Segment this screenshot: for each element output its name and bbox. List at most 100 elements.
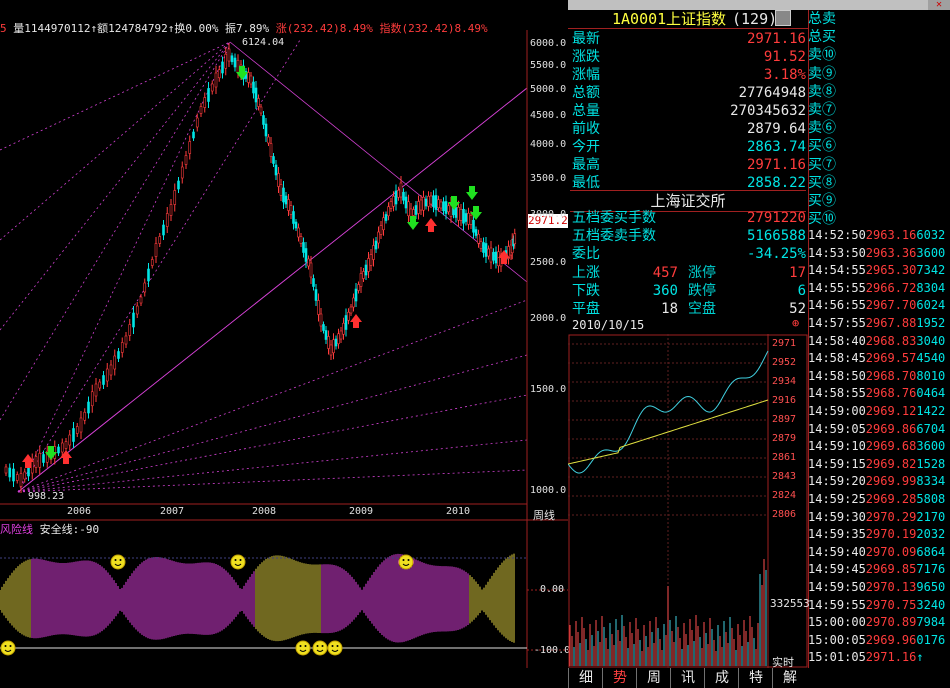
tick-volume: 2170 (916, 509, 946, 524)
candle (497, 244, 500, 273)
expand-icon[interactable]: ⊕ (792, 316, 800, 330)
price-tick[interactable]: 4500.0 (530, 110, 567, 121)
order-value: -34.25% (746, 246, 806, 262)
tick-time: 14:53:50 (808, 245, 866, 260)
order-value: 5166588 (746, 228, 806, 244)
candle (274, 160, 278, 180)
tick-row: 14:58:452969.574540 (808, 349, 950, 367)
price-tick[interactable]: 6000.0 (530, 38, 567, 49)
candle (117, 348, 120, 362)
tick-volume: ↑ (916, 650, 924, 665)
year-label[interactable]: 2009 (349, 506, 374, 517)
candle (382, 211, 385, 236)
sell-arrow-icon (448, 196, 460, 210)
tab-0[interactable]: 细 (568, 668, 603, 688)
orderbook-item[interactable]: 卖⑥ (808, 120, 836, 137)
intraday-tick: 2934 (772, 376, 797, 387)
tick-time: 14:58:40 (808, 333, 866, 348)
quote-value: 270345632 (730, 103, 806, 119)
candle (4, 464, 8, 476)
tick-price: 2970.09 (865, 544, 917, 559)
candle (334, 335, 338, 350)
tick-row: 14:53:502963.363600 (808, 244, 950, 262)
price-tick[interactable]: 3500.0 (530, 173, 567, 184)
sell-arrow-icon (407, 216, 419, 230)
price-tick[interactable]: 4000.0 (530, 139, 567, 150)
orderbook-item[interactable]: 买⑩ (808, 211, 836, 228)
intraday-tick: 2971 (772, 338, 797, 349)
buy-arrow-icon (22, 454, 34, 468)
candle (94, 378, 98, 402)
fan-line (0, 41, 231, 331)
tick-volume: 2032 (916, 527, 946, 542)
price-tick[interactable]: 3000.0 (530, 209, 567, 220)
candle (64, 438, 68, 452)
quote-key: 最高 (572, 157, 600, 173)
tick-time: 14:59:10 (808, 439, 866, 454)
candle (342, 317, 345, 340)
tick-row: 14:57:552967.881952 (808, 314, 950, 332)
candle (319, 308, 323, 332)
tick-volume: 3040 (916, 333, 946, 348)
orderbook-item[interactable]: 买⑨ (808, 193, 836, 209)
intraday-avg-line (568, 399, 769, 465)
tab-1[interactable]: 势 (602, 668, 637, 688)
price-tick[interactable]: 1000.0 (530, 485, 567, 496)
orderbook-item[interactable]: 总卖 (808, 11, 836, 27)
tab-5[interactable]: 特 (738, 668, 773, 688)
tick-row: 14:59:302970.292170 (808, 508, 950, 526)
tick-price: 2963.36 (865, 245, 917, 260)
price-tick[interactable]: 5000.0 (530, 84, 567, 95)
year-label[interactable]: 2008 (252, 506, 277, 517)
orderbook-item[interactable]: 买⑦ (808, 156, 836, 173)
candle (399, 176, 403, 204)
tab-4[interactable]: 成 (704, 668, 739, 688)
menu-icon[interactable] (775, 10, 791, 26)
candle (177, 177, 180, 193)
price-tick[interactable]: 1500.0 (530, 384, 567, 395)
weekly-kline-chart[interactable] (0, 0, 568, 688)
fan-line (17, 39, 301, 493)
year-label[interactable]: 2006 (67, 506, 92, 517)
breadth-row-0: 上涨 457 涨停 17 (570, 264, 806, 282)
candle (364, 260, 368, 280)
candle (221, 56, 224, 79)
candle (12, 463, 15, 487)
tab-6[interactable]: 解 (772, 668, 807, 688)
price-tick[interactable]: 5500.0 (530, 60, 567, 71)
candle (284, 192, 288, 208)
candle (128, 319, 132, 341)
orderbook-item[interactable]: 卖⑦ (808, 102, 836, 118)
tick-price: 2968.70 (865, 368, 917, 383)
tick-time: 14:59:05 (808, 421, 866, 436)
breadth-key: 空盘 (688, 301, 716, 317)
right-panel: ✕ 1A0001 上证指数 (129) (568, 0, 950, 688)
period-label[interactable]: 周线 (533, 509, 555, 522)
orderbook-item[interactable]: 买⑥ (808, 138, 836, 155)
close-icon[interactable]: ✕ (928, 0, 950, 10)
intraday-chart[interactable] (568, 334, 808, 668)
tick-volume: 5808 (916, 492, 946, 506)
orderbook-item[interactable]: 总买 (808, 29, 836, 46)
candle (224, 47, 228, 76)
orderbook-item[interactable]: 卖⑨ (808, 65, 836, 82)
tick-price: 2969.99 (865, 474, 917, 489)
price-tick[interactable]: 2500.0 (530, 257, 567, 268)
orderbook-item[interactable]: 卖⑩ (808, 47, 836, 64)
orderbook-item[interactable]: 买⑧ (808, 174, 836, 191)
quote-key: 总额 (572, 85, 600, 101)
tab-3[interactable]: 讯 (670, 668, 705, 688)
candle (214, 66, 218, 94)
candle (479, 238, 483, 252)
price-tick[interactable]: 2000.0 (530, 313, 567, 324)
year-label[interactable]: 2010 (446, 506, 471, 517)
fan-line (0, 41, 231, 241)
candle (432, 190, 435, 213)
tick-time: 14:58:45 (808, 351, 866, 366)
year-label[interactable]: 2007 (160, 506, 185, 517)
candle (354, 283, 358, 307)
orderbook-item[interactable]: 卖⑧ (808, 83, 836, 100)
candle (233, 53, 237, 72)
candle (352, 293, 355, 312)
tab-2[interactable]: 周 (636, 668, 671, 688)
